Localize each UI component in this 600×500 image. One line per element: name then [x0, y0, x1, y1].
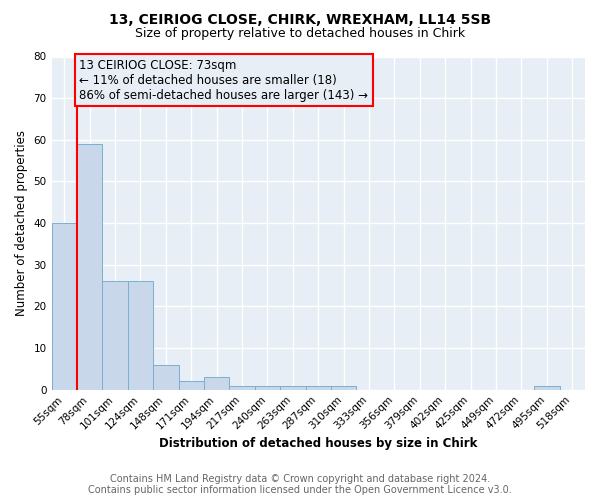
Bar [153, 364, 179, 390]
Bar [229, 386, 255, 390]
Bar [77, 144, 103, 390]
Text: Size of property relative to detached houses in Chirk: Size of property relative to detached ho… [135, 28, 465, 40]
Bar [52, 223, 77, 390]
X-axis label: Distribution of detached houses by size in Chirk: Distribution of detached houses by size … [159, 437, 478, 450]
Bar [103, 282, 128, 390]
Bar [534, 386, 560, 390]
Bar [204, 377, 229, 390]
Bar [280, 386, 305, 390]
Text: 13 CEIRIOG CLOSE: 73sqm
← 11% of detached houses are smaller (18)
86% of semi-de: 13 CEIRIOG CLOSE: 73sqm ← 11% of detache… [79, 58, 368, 102]
Bar [331, 386, 356, 390]
Bar [128, 282, 153, 390]
Text: Contains HM Land Registry data © Crown copyright and database right 2024.: Contains HM Land Registry data © Crown c… [110, 474, 490, 484]
Bar [255, 386, 280, 390]
Bar [305, 386, 331, 390]
Text: 13, CEIRIOG CLOSE, CHIRK, WREXHAM, LL14 5SB: 13, CEIRIOG CLOSE, CHIRK, WREXHAM, LL14 … [109, 12, 491, 26]
Bar [179, 382, 204, 390]
Text: Contains public sector information licensed under the Open Government Licence v3: Contains public sector information licen… [88, 485, 512, 495]
Y-axis label: Number of detached properties: Number of detached properties [15, 130, 28, 316]
